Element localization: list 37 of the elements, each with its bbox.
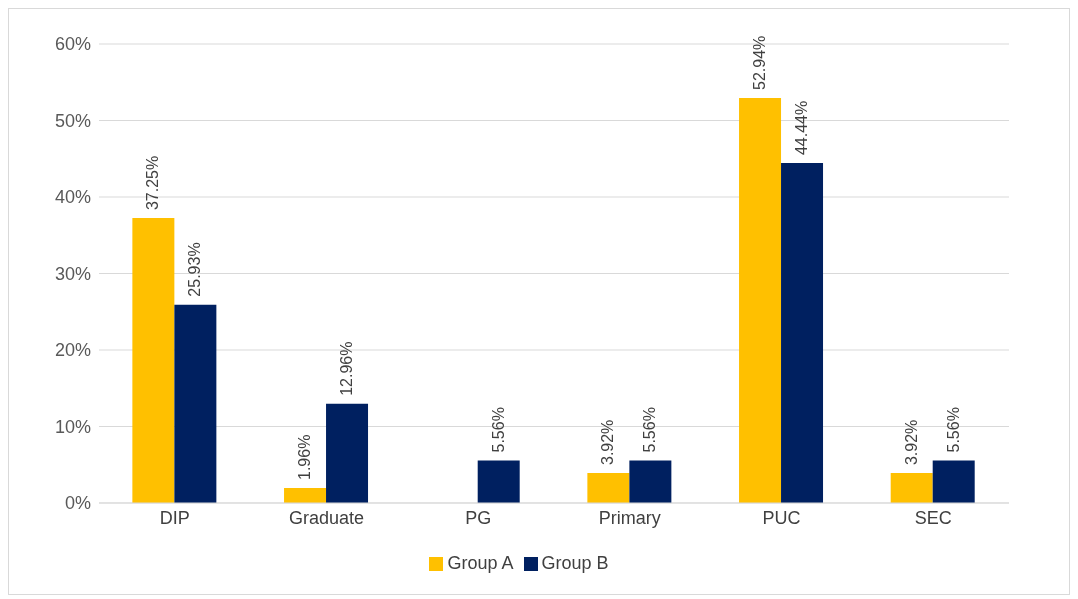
data-label: 5.56% <box>641 407 659 453</box>
bar <box>477 460 520 503</box>
bar <box>739 98 782 503</box>
y-tick-label: 50% <box>54 110 91 131</box>
y-tick-label: 20% <box>54 340 91 361</box>
bar <box>284 488 327 503</box>
data-label: 37.25% <box>144 155 162 211</box>
bar <box>132 218 175 503</box>
y-tick-label: 30% <box>54 263 91 284</box>
bar <box>781 163 824 503</box>
bar <box>587 473 630 503</box>
bar <box>326 403 369 503</box>
bar <box>890 473 933 503</box>
data-label: 1.96% <box>296 434 314 481</box>
data-label: 12.96% <box>338 341 356 396</box>
x-tick-label: PUC <box>762 507 801 528</box>
data-label: 52.94% <box>751 35 769 91</box>
data-label: 5.56% <box>489 407 507 453</box>
y-tick-label: 10% <box>54 416 91 437</box>
x-tick-label: Primary <box>598 507 661 528</box>
bar <box>629 460 672 503</box>
data-label: 44.44% <box>793 100 811 156</box>
data-label: 3.92% <box>599 419 617 466</box>
y-tick-label: 0% <box>64 493 91 514</box>
legend-label: Group B <box>541 553 609 573</box>
data-label: 25.93% <box>186 242 204 297</box>
x-tick-label: Graduate <box>288 507 365 528</box>
legend-label: Group A <box>447 553 514 573</box>
y-tick-label: 40% <box>54 187 91 208</box>
bar <box>932 460 975 503</box>
bar <box>174 304 217 503</box>
data-label: 5.56% <box>944 407 962 453</box>
x-tick-label: DIP <box>159 507 190 528</box>
y-tick-label: 60% <box>54 34 91 55</box>
data-label: 3.92% <box>902 419 920 466</box>
x-tick-label: SEC <box>914 507 952 528</box>
x-tick-label: PG <box>465 507 492 528</box>
